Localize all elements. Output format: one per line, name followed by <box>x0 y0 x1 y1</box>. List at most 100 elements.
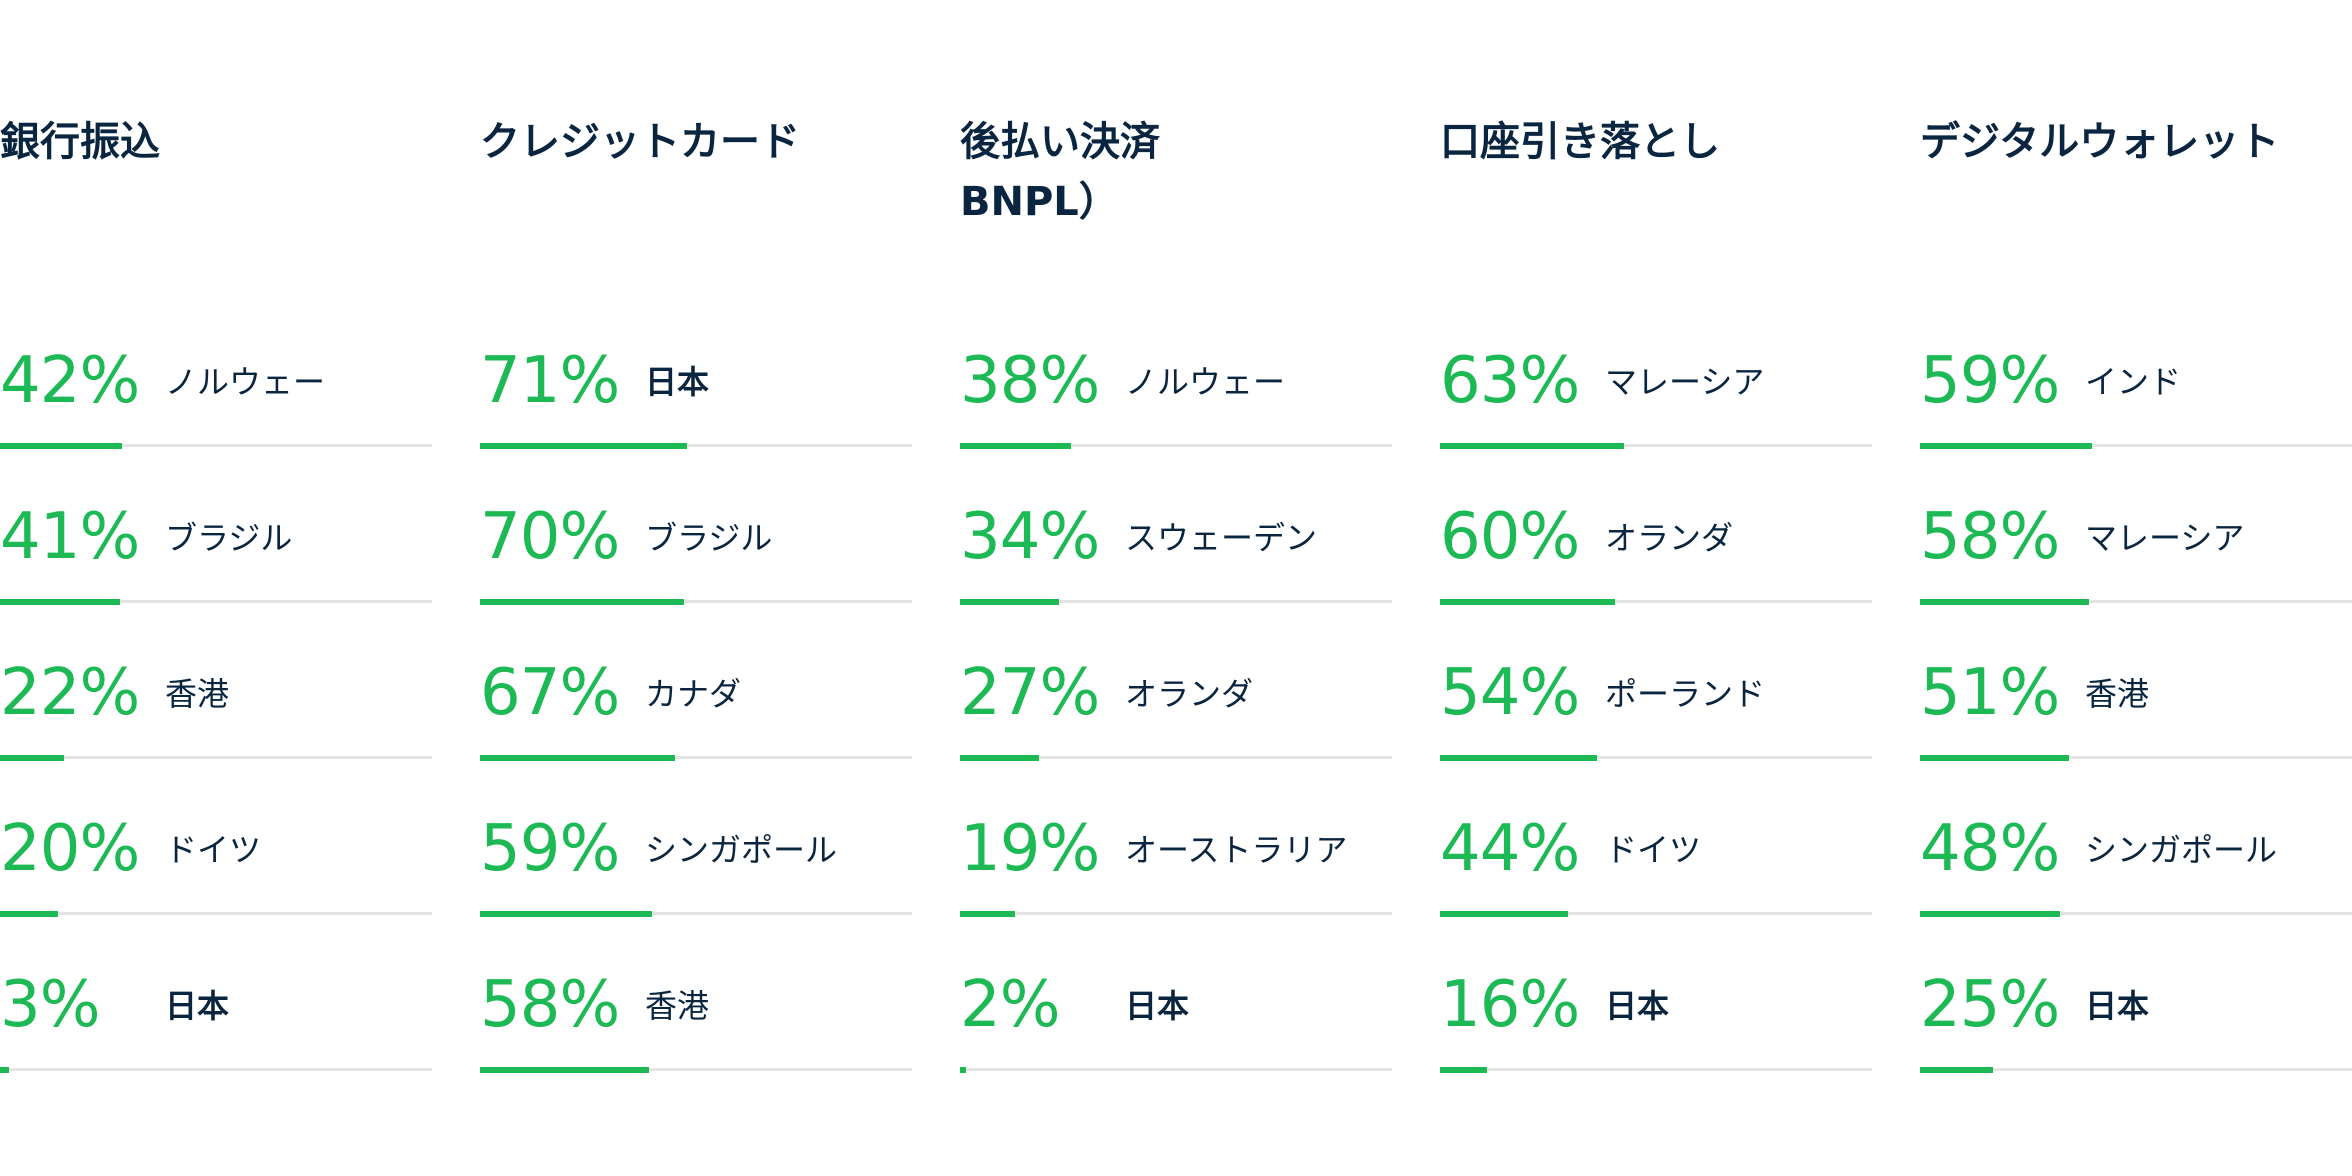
bar-track <box>1440 910 1872 917</box>
bar-fill <box>1920 598 2089 605</box>
percentage-value: 71% <box>480 344 620 418</box>
country-label: シンガポール <box>2085 831 2278 869</box>
bar-fill <box>1440 754 1597 761</box>
country-row: 34% スウェーデン <box>960 472 1392 628</box>
bar-fill <box>1920 754 2069 761</box>
payment-method-title: 銀行振込 <box>0 119 160 165</box>
country-row: 41% ブラジル <box>0 472 432 628</box>
country-label: インド <box>2085 363 2182 401</box>
bar-fill <box>960 1066 966 1073</box>
percentage-value: 25% <box>1920 968 2060 1042</box>
country-label: 香港 <box>645 987 710 1025</box>
country-row: 59% インド <box>1920 316 2352 472</box>
country-label: 日本 <box>2085 987 2150 1025</box>
percentage-value: 67% <box>480 656 620 730</box>
percentage-value: 54% <box>1440 656 1580 730</box>
payment-method-column: 口座引き落とし 63% マレーシア 60% オランダ 54% ポーランド 44% ドイツ 16% 日… <box>1440 0 1872 1176</box>
percentage-value: 48% <box>1920 812 2060 886</box>
percentage-value: 3% <box>0 968 101 1042</box>
bar-track <box>960 754 1392 761</box>
percentage-value: 58% <box>480 968 620 1042</box>
bar-track <box>0 442 432 449</box>
bar-track <box>1440 598 1872 605</box>
bar-fill <box>0 910 58 917</box>
bar-track <box>1920 910 2352 917</box>
payment-method-title: 口座引き落とし <box>1440 119 1720 165</box>
bar-fill <box>0 598 120 605</box>
bar-track <box>1440 1066 1872 1073</box>
bar-fill <box>1920 1066 1993 1073</box>
payment-method-column: クレジットカード 71% 日本 70% ブラジル 67% カナダ 59% シンガポール 58% 香港 <box>480 0 912 1176</box>
country-label: オーストラリア <box>1125 831 1348 869</box>
country-row: 27% オランダ <box>960 628 1392 784</box>
percentage-value: 34% <box>960 500 1100 574</box>
payment-method-column: 後払い決済 BNPL） 38% ノルウェー 34% スウェーデン 27% オランダ 19% オー… <box>960 0 1392 1176</box>
country-row: 42% ノルウェー <box>0 316 432 472</box>
bar-fill <box>480 442 687 449</box>
country-label: マレーシア <box>2085 519 2245 557</box>
percentage-value: 16% <box>1440 968 1580 1042</box>
bar-fill <box>0 1066 9 1073</box>
percentage-value: 42% <box>0 344 140 418</box>
country-row: 59% シンガポール <box>480 784 912 940</box>
bar-fill <box>1440 910 1568 917</box>
bar-track <box>480 910 912 917</box>
percentage-value: 44% <box>1440 812 1580 886</box>
country-label: ブラジル <box>645 519 773 557</box>
bar-track <box>480 442 912 449</box>
country-label: オランダ <box>1125 675 1254 713</box>
payment-method-title: クレジットカード <box>480 119 800 165</box>
percentage-value: 20% <box>0 812 140 886</box>
country-row: 54% ポーランド <box>1440 628 1872 784</box>
country-label: 日本 <box>1605 987 1670 1025</box>
bar-track <box>1920 442 2352 449</box>
country-label: 香港 <box>165 675 230 713</box>
bar-track <box>0 1066 432 1073</box>
country-row: 67% カナダ <box>480 628 912 784</box>
bar-fill <box>1920 910 2060 917</box>
percentage-value: 60% <box>1440 500 1580 574</box>
bar-fill <box>0 754 64 761</box>
bar-fill <box>960 910 1015 917</box>
bar-track <box>1440 442 1872 449</box>
percentage-value: 38% <box>960 344 1100 418</box>
country-label: ノルウェー <box>1125 363 1286 401</box>
country-label: シンガポール <box>645 831 838 869</box>
country-row: 20% ドイツ <box>0 784 432 940</box>
country-label: スウェーデン <box>1125 519 1318 557</box>
country-row: 19% オーストラリア <box>960 784 1392 940</box>
bar-fill <box>1440 442 1624 449</box>
bar-track <box>0 754 432 761</box>
country-label: ブラジル <box>165 519 293 557</box>
bar-fill <box>480 598 684 605</box>
percentage-value: 22% <box>0 656 140 730</box>
percentage-value: 27% <box>960 656 1100 730</box>
country-label: ノルウェー <box>165 363 326 401</box>
country-row: 70% ブラジル <box>480 472 912 628</box>
bar-track <box>0 910 432 917</box>
percentage-value: 2% <box>960 968 1061 1042</box>
bar-track <box>960 598 1392 605</box>
bar-fill <box>960 754 1039 761</box>
country-row: 63% マレーシア <box>1440 316 1872 472</box>
country-row: 48% シンガポール <box>1920 784 2352 940</box>
percentage-value: 41% <box>0 500 140 574</box>
country-row: 60% オランダ <box>1440 472 1872 628</box>
country-row: 58% マレーシア <box>1920 472 2352 628</box>
country-row: 51% 香港 <box>1920 628 2352 784</box>
country-label: マレーシア <box>1605 363 1765 401</box>
country-label: オランダ <box>1605 519 1734 557</box>
bar-track <box>1440 754 1872 761</box>
percentage-value: 59% <box>1920 344 2060 418</box>
country-row: 3% 日本 <box>0 940 432 1096</box>
bar-track <box>960 910 1392 917</box>
country-label: カナダ <box>645 675 742 713</box>
bar-track <box>480 1066 912 1073</box>
bar-fill <box>480 754 675 761</box>
bar-track <box>480 598 912 605</box>
bar-fill <box>0 442 122 449</box>
country-row: 38% ノルウェー <box>960 316 1392 472</box>
payment-method-column: デジタルウォレット 59% インド 58% マレーシア 51% 香港 48% シンガポール 25%… <box>1920 0 2352 1176</box>
percentage-value: 19% <box>960 812 1100 886</box>
